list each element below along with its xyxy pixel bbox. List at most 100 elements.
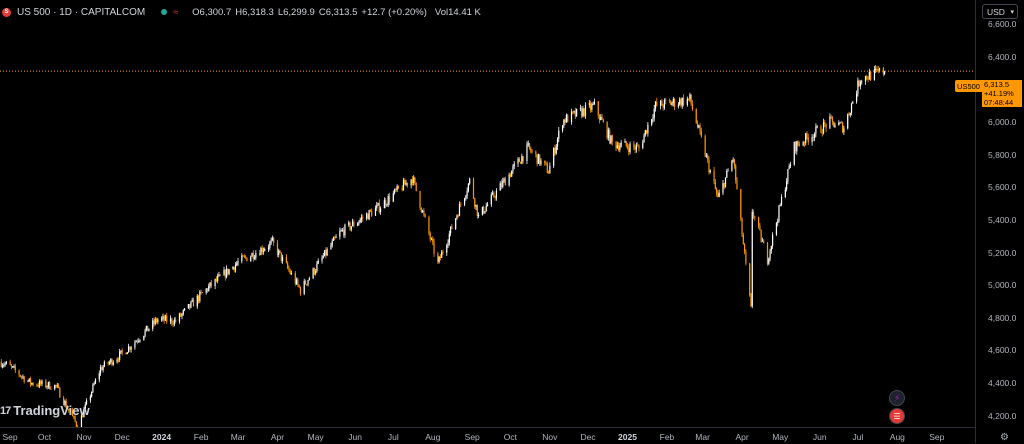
candle (40, 381, 41, 384)
candle (413, 178, 414, 183)
candle (633, 144, 634, 147)
candle (198, 296, 199, 301)
candle (767, 243, 768, 264)
candle (781, 197, 782, 205)
candle (878, 69, 879, 71)
candle (575, 111, 576, 116)
close-value: 6,313.5 (326, 7, 358, 18)
candle (441, 252, 442, 258)
candle (745, 252, 746, 264)
candle (687, 99, 688, 105)
candle (55, 385, 56, 386)
candle (245, 256, 246, 257)
candle (857, 81, 858, 94)
candle (762, 241, 763, 242)
candle (202, 292, 203, 293)
candle (253, 253, 254, 259)
candle (184, 308, 185, 310)
candle (670, 101, 671, 105)
x-tick-label: Sep (465, 432, 480, 442)
candle (421, 208, 422, 212)
candle (290, 270, 291, 274)
candle (646, 130, 647, 133)
candle (523, 156, 524, 161)
candle (91, 392, 92, 397)
candle (281, 252, 282, 261)
candle (251, 253, 252, 257)
y-tick-label: 5,600.0 (988, 182, 1016, 192)
candle (264, 249, 265, 250)
candle (139, 340, 140, 341)
candle (626, 141, 627, 145)
candle (495, 197, 496, 198)
candle (874, 69, 875, 80)
candle (621, 143, 622, 147)
candle (113, 362, 114, 364)
candle (576, 109, 577, 117)
candle (314, 268, 315, 273)
change-value: +12.7 (+0.20%) (361, 7, 427, 18)
candle (49, 382, 50, 389)
candle (423, 211, 424, 215)
candle (459, 204, 460, 216)
candle (59, 388, 60, 398)
candle (384, 200, 385, 208)
candle (553, 148, 554, 166)
candle (419, 191, 420, 208)
candle (404, 180, 405, 185)
price-chart[interactable] (0, 0, 975, 427)
candle (226, 268, 227, 277)
candle (118, 359, 119, 360)
candle (190, 302, 191, 308)
candle (269, 242, 270, 247)
candle (189, 304, 190, 308)
currency-selector[interactable]: USD ▾ (982, 4, 1018, 19)
tradingview-logo[interactable]: 17 TradingView (0, 403, 90, 418)
candle (90, 397, 91, 401)
candle (833, 121, 834, 126)
candle (127, 352, 128, 354)
candle (440, 257, 441, 258)
candle (287, 263, 288, 268)
time-axis[interactable] (0, 427, 975, 444)
candle (147, 326, 148, 331)
candle (18, 370, 19, 375)
candle (544, 161, 545, 163)
y-tick-label: 4,800.0 (988, 313, 1016, 323)
candle (811, 137, 812, 142)
candle (549, 166, 550, 174)
candle (432, 239, 433, 242)
low-value: 6,299.9 (283, 7, 315, 18)
candle (674, 99, 675, 107)
candle (696, 109, 697, 123)
candle (330, 246, 331, 250)
candle (402, 188, 403, 190)
candle (217, 276, 218, 281)
candle (380, 208, 381, 212)
candle (603, 120, 604, 122)
candle (54, 385, 55, 389)
candle (469, 179, 470, 184)
candle (46, 387, 47, 388)
candle (740, 189, 741, 218)
candle (629, 144, 630, 152)
open-value: 6,300.7 (200, 7, 232, 18)
candle (458, 216, 459, 217)
candle (806, 133, 807, 137)
candle (397, 186, 398, 190)
candle (628, 148, 629, 152)
candle (734, 160, 735, 166)
last-price-tag: 6,313.5 +41.19% 07:48:44 (982, 80, 1022, 107)
symbol-name[interactable]: US 500 · 1D · CAPITALCOM (17, 7, 145, 18)
settings-icon[interactable]: ⚙ (1000, 432, 1009, 443)
candle (875, 69, 876, 70)
x-tick-label: Feb (660, 432, 675, 442)
candle (173, 323, 174, 324)
us-flag-icon[interactable]: ☰ (889, 408, 905, 424)
x-tick-label: Nov (76, 432, 91, 442)
candle (129, 347, 130, 350)
candle (361, 217, 362, 219)
candle (193, 300, 194, 307)
lightning-icon[interactable]: ⚡ (889, 390, 905, 406)
candle (137, 341, 138, 342)
